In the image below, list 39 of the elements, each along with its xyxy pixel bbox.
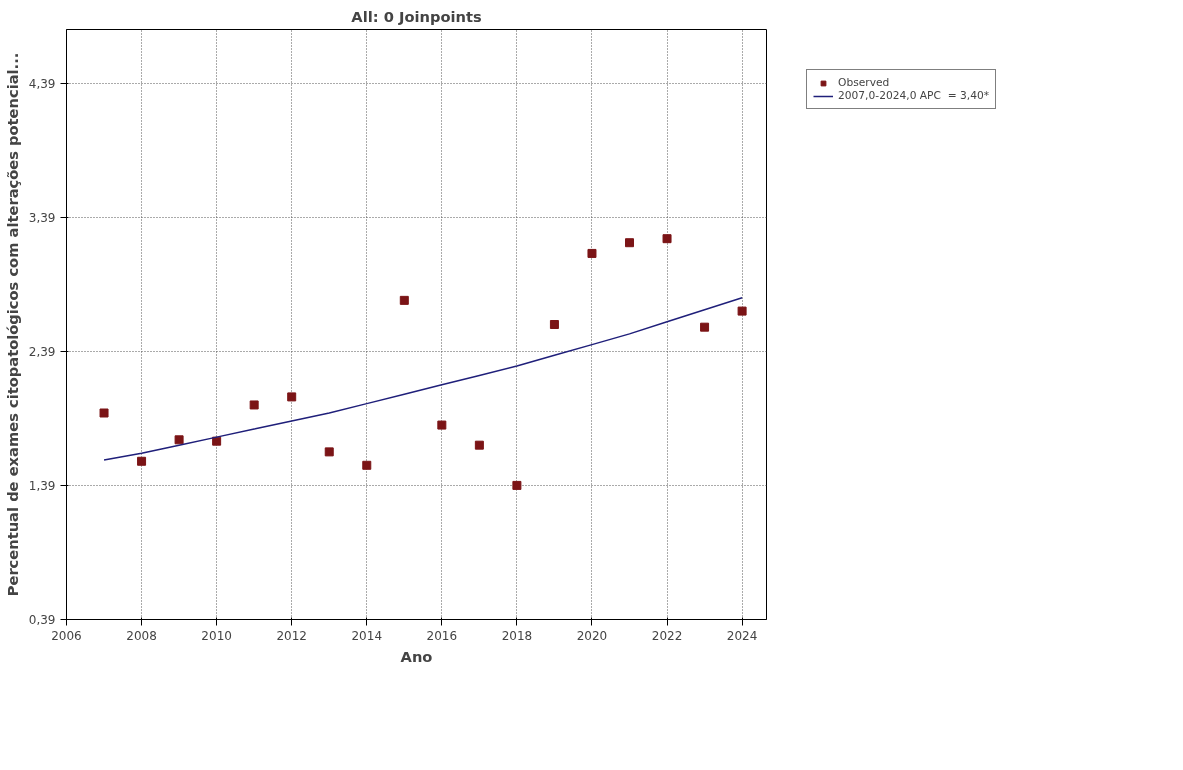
point <box>362 460 372 470</box>
point <box>137 456 147 466</box>
x-tick-label: 2006 <box>51 628 82 643</box>
y-tick-label: 3,39 <box>28 210 56 225</box>
point <box>587 248 597 258</box>
legend-label: Observed <box>838 76 890 89</box>
point <box>174 435 184 445</box>
legend-label: 2007,0-2024,0 APC = 3,40* <box>838 89 990 102</box>
point <box>474 440 484 450</box>
point <box>662 234 672 244</box>
point <box>99 408 109 418</box>
point <box>512 480 522 490</box>
x-tick-label: 2018 <box>501 628 533 643</box>
x-tick-label: 2008 <box>126 628 157 643</box>
x-tick-label: 2010 <box>201 628 232 643</box>
line-series <box>103 296 743 461</box>
chart-title: All: 0 Joinpoints <box>351 7 482 25</box>
x-tick-label: 2024 <box>726 628 758 643</box>
point <box>287 392 297 402</box>
y-axis-title: Percentual de exames citopatológicos com alterações potencial... <box>3 52 21 597</box>
point <box>324 447 334 457</box>
point <box>700 322 710 332</box>
x-tick-label: 2022 <box>651 628 683 643</box>
point <box>437 420 447 430</box>
y-tick-label: 4,39 <box>28 76 56 91</box>
x-tick-label: 2016 <box>426 628 458 643</box>
y-tick-label: 0,39 <box>28 613 56 627</box>
x-tick-label: 2020 <box>576 628 608 643</box>
point <box>549 320 559 329</box>
point <box>399 295 409 305</box>
x-tick-label: 2014 <box>351 628 383 643</box>
point <box>249 400 259 410</box>
x-tick-label: 2012 <box>276 628 307 643</box>
point <box>212 436 222 446</box>
point <box>737 306 747 316</box>
x-axis-title: Ano <box>400 647 433 665</box>
y-tick-label: 2,39 <box>28 344 56 359</box>
y-tick-label: 1,39 <box>28 478 56 493</box>
point <box>625 238 634 248</box>
